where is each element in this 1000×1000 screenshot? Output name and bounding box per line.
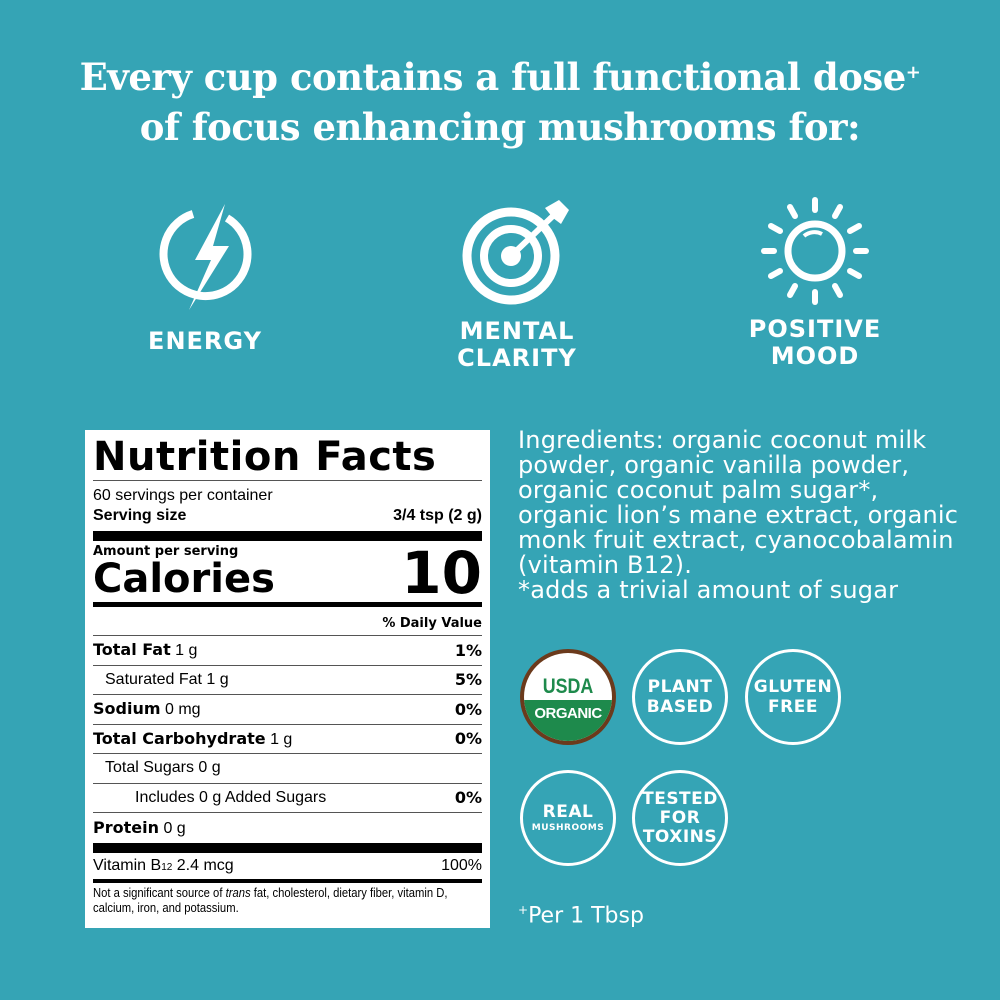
gluten-free-badge: GLUTEN FREE [745, 649, 841, 745]
nutrient-dv: 1% [454, 640, 482, 660]
nutrient-row: Total Carbohydrate 1 g 0% [93, 725, 482, 754]
servings-per-container: 60 servings per container [93, 487, 273, 504]
nutrient-dv: 0% [454, 699, 482, 719]
calories-block: Amount per serving Calories 10 [93, 541, 482, 607]
nutrient-name: Sodium [93, 699, 161, 719]
sun-icon [761, 197, 869, 305]
ingredients-text: Ingredients: organic coconut milk powder… [518, 426, 959, 579]
usda-text: USDA [542, 675, 594, 698]
headline-line-2: of focus enhancing mushrooms for: [139, 105, 861, 149]
nutrient-amount: 1 g [175, 642, 198, 660]
vitamin-name: Vitamin B [93, 857, 162, 874]
nutrient-row: Protein 0 g [93, 813, 482, 853]
badge-line: GLUTEN [753, 677, 833, 697]
benefit-label: ENERGY [148, 327, 262, 355]
footnote-text: Not a significant source of [93, 886, 226, 900]
badge-line: REAL [542, 802, 594, 822]
organic-text: ORGANIC [524, 700, 612, 741]
nutrient-dv: 0% [454, 788, 482, 808]
badge-line: TESTED [642, 788, 718, 809]
nutrient-amount: 1 g [270, 730, 293, 748]
footnote-text: Per 1 Tbsp [528, 903, 644, 929]
nutrient-name: Total Fat [93, 640, 171, 660]
nutrition-title: Nutrition Facts [93, 434, 482, 481]
nutrient-dv: 0% [454, 729, 482, 749]
usda-organic-badge: USDA ORGANIC [520, 649, 616, 745]
footnote-mark: + [518, 903, 529, 917]
vitamin-dv: 100% [441, 857, 482, 874]
badge-line: PLANT [647, 677, 713, 697]
plant-based-badge: PLANT BASED [632, 649, 728, 745]
nutrient-row: Total Sugars 0 g [93, 754, 482, 784]
calories-label: Calories [93, 556, 275, 602]
vitamin-subscript: 12 [161, 862, 173, 873]
nutrient-row: Sodium 0 mg 0% [93, 695, 482, 725]
amount-per-serving: Amount per serving [93, 544, 239, 559]
nutrient-row: Saturated Fat 1 g 5% [93, 666, 482, 695]
badge-line: FOR [659, 807, 701, 828]
dose-footnote-mark: + [905, 62, 921, 83]
benefit-label: MENTAL CLARITY [397, 318, 637, 372]
badge-line: MUSHROOMS [531, 823, 605, 833]
nutrient-name: Total Sugars 0 g [105, 759, 221, 777]
nutrient-row: Total Fat 1 g 1% [93, 636, 482, 666]
ingredients: Ingredients: organic coconut milk powder… [518, 428, 968, 603]
nutrient-amount: 0 g [163, 820, 186, 837]
per-tbsp-footnote: +Per 1 Tbsp [518, 903, 644, 928]
nutrient-name: Saturated Fat 1 g [105, 670, 229, 688]
benefit-positive-mood: POSITIVE MOOD [695, 196, 935, 370]
serving-size-label: Serving size [93, 507, 187, 524]
serving-size-value: 3/4 tsp (2 g) [393, 507, 482, 524]
label-line: POSITIVE [748, 315, 882, 343]
vitamin-row: Vitamin B12 2.4 mcg 100% [93, 853, 482, 883]
nutrient-dv: 5% [454, 670, 482, 690]
tested-for-toxins-badge: TESTED FOR TOXINS [632, 770, 728, 866]
daily-value-header: % Daily Value [93, 607, 482, 636]
nutrient-name: Protein [93, 818, 159, 837]
footnote-text: fat, cholesterol, dietary fiber, vitamin… [93, 886, 448, 915]
target-arrow-icon [462, 200, 569, 305]
nutrition-footnote: Not a significant source of trans fat, c… [93, 883, 480, 916]
nutrient-name: Total Carbohydrate [93, 728, 266, 748]
nutrition-facts-label: Nutrition Facts 60 servings per containe… [85, 430, 490, 928]
badge-line: TOXINS [642, 826, 718, 847]
benefit-mental-clarity: MENTAL CLARITY [397, 198, 637, 372]
badge-line: BASED [646, 697, 714, 717]
lightning-bolt-icon [159, 204, 252, 310]
label-line: MENTAL [459, 317, 575, 345]
vitamin-amount: 2.4 mcg [176, 857, 234, 874]
nutrient-row: Includes 0 g Added Sugars 0% [93, 784, 482, 813]
headline: Every cup contains a full functional dos… [0, 52, 1000, 152]
benefit-label: POSITIVE MOOD [695, 316, 935, 370]
label-line: CLARITY [457, 344, 577, 372]
badge-line: FREE [768, 697, 818, 717]
footnote-italic: trans [225, 886, 251, 900]
headline-line-1: Every cup contains a full functional dos… [79, 55, 907, 99]
nutrient-name: Includes 0 g Added Sugars [135, 788, 327, 806]
nutrient-amount: 0 mg [164, 701, 201, 719]
calories-value: 10 [401, 539, 482, 607]
real-mushrooms-badge: REAL MUSHROOMS [520, 770, 616, 866]
sugar-note: *adds a trivial amount of sugar [518, 576, 899, 604]
label-line: MOOD [770, 342, 860, 370]
benefit-energy: ENERGY [85, 200, 325, 355]
serving-size-row: Serving size 3/4 tsp (2 g) [93, 506, 482, 541]
